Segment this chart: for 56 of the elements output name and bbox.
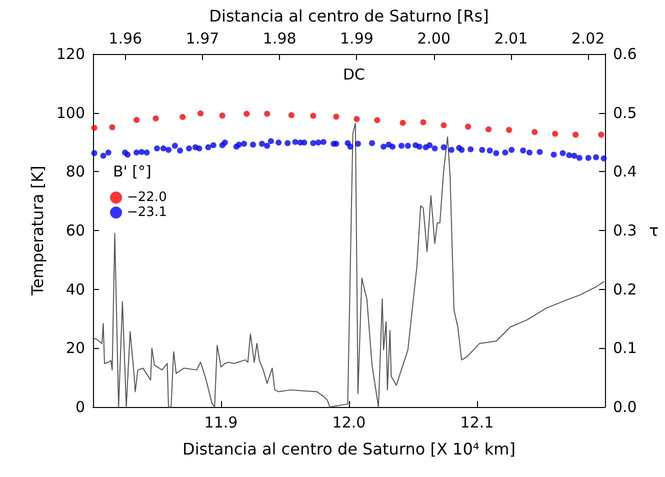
legend-label: −23.1: [127, 205, 167, 220]
point: [354, 116, 360, 122]
y-tick-label: 40: [66, 280, 85, 298]
point: [572, 132, 579, 138]
x-tick-label: 12.0: [332, 414, 366, 432]
point: [310, 112, 316, 119]
y-tick-label: 20: [66, 339, 85, 358]
text: DC: [342, 66, 366, 84]
y2-tick-label: 0.3: [613, 222, 637, 240]
point: [152, 115, 159, 122]
y-axis-title: Temperatura [K]: [28, 166, 47, 296]
point: [134, 116, 140, 123]
legend-title: B' [°]: [113, 162, 152, 180]
point: [465, 124, 472, 130]
point: [532, 128, 538, 135]
x2-tick-label: 1.96: [108, 30, 142, 48]
point: [180, 114, 186, 120]
point: [420, 119, 426, 126]
point: [264, 110, 270, 117]
y2-tick-label: 0.0: [613, 398, 637, 416]
x2-tick-label: 2.00: [417, 30, 451, 48]
y2-tick-label: 0.1: [613, 339, 637, 358]
x2-tick-label: 1.98: [262, 30, 296, 48]
y2-tick-label: 0.2: [613, 280, 637, 298]
point: [333, 114, 340, 120]
point: [486, 126, 492, 132]
y2-tick-label: 0.6: [613, 45, 637, 63]
point: [552, 130, 558, 137]
point: [91, 124, 98, 131]
point: [288, 112, 294, 118]
x2-tick-label: 2.02: [571, 30, 605, 48]
point: [440, 122, 447, 128]
x-tick-label: 12.1: [460, 414, 494, 432]
x-tick-label: 11.9: [204, 414, 238, 432]
point: [198, 110, 204, 116]
x-axis-title: Distancia al centro de Saturno [X 10⁴ km]: [182, 440, 516, 458]
x2-tick-label: 2.01: [494, 30, 528, 48]
point: [374, 117, 380, 124]
y2-tick-label: 0.5: [613, 104, 637, 122]
y2-tick-label: 0.4: [613, 162, 637, 181]
y-tick-label: 0: [75, 398, 85, 416]
y-tick-label: 80: [66, 162, 85, 181]
y2-axis-title: τ: [649, 221, 659, 240]
x2-tick-label: 1.97: [186, 30, 220, 48]
point: [598, 132, 604, 138]
y-tick-label: 100: [56, 104, 85, 122]
x2-tick-label: 1.99: [340, 30, 374, 48]
y-tick-label: 120: [56, 45, 85, 63]
x2-axis-title: Distancia al centro de Saturno [Rs]: [209, 6, 489, 26]
point: [400, 120, 406, 126]
point: [506, 126, 512, 133]
y-tick-label: 60: [66, 222, 85, 240]
point: [109, 124, 116, 130]
legend-label: −22.0: [127, 190, 167, 205]
point: [244, 110, 250, 117]
point: [219, 112, 226, 118]
